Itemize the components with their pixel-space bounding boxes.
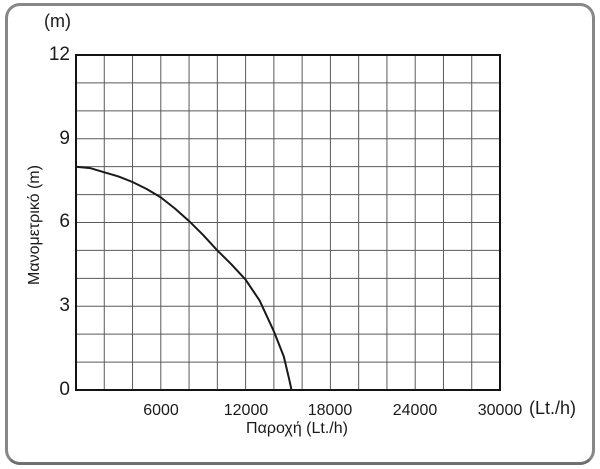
x-tick-label-24000: 24000 xyxy=(392,402,438,419)
y-tick-label-6: 6 xyxy=(59,211,70,232)
y-tick-label-9: 9 xyxy=(59,128,70,149)
plot-border xyxy=(75,54,501,391)
pump-curve xyxy=(75,165,293,391)
x-tick-label-6000: 6000 xyxy=(143,402,179,419)
x-axis-title: Παροχή (Lt./h) xyxy=(246,420,348,437)
y-tick-label-0: 0 xyxy=(59,379,70,400)
x-axis-unit-label: (Lt./h) xyxy=(529,398,577,418)
y-tick-label-3: 3 xyxy=(59,295,70,316)
y-tick-label-12: 12 xyxy=(48,44,70,65)
y-axis-unit-label: (m) xyxy=(44,11,71,31)
x-tick-label-18000: 18000 xyxy=(307,402,353,419)
x-tick-label-12000: 12000 xyxy=(223,402,269,419)
x-tick-label-30000: 30000 xyxy=(477,402,523,419)
grid-lines xyxy=(76,55,500,390)
